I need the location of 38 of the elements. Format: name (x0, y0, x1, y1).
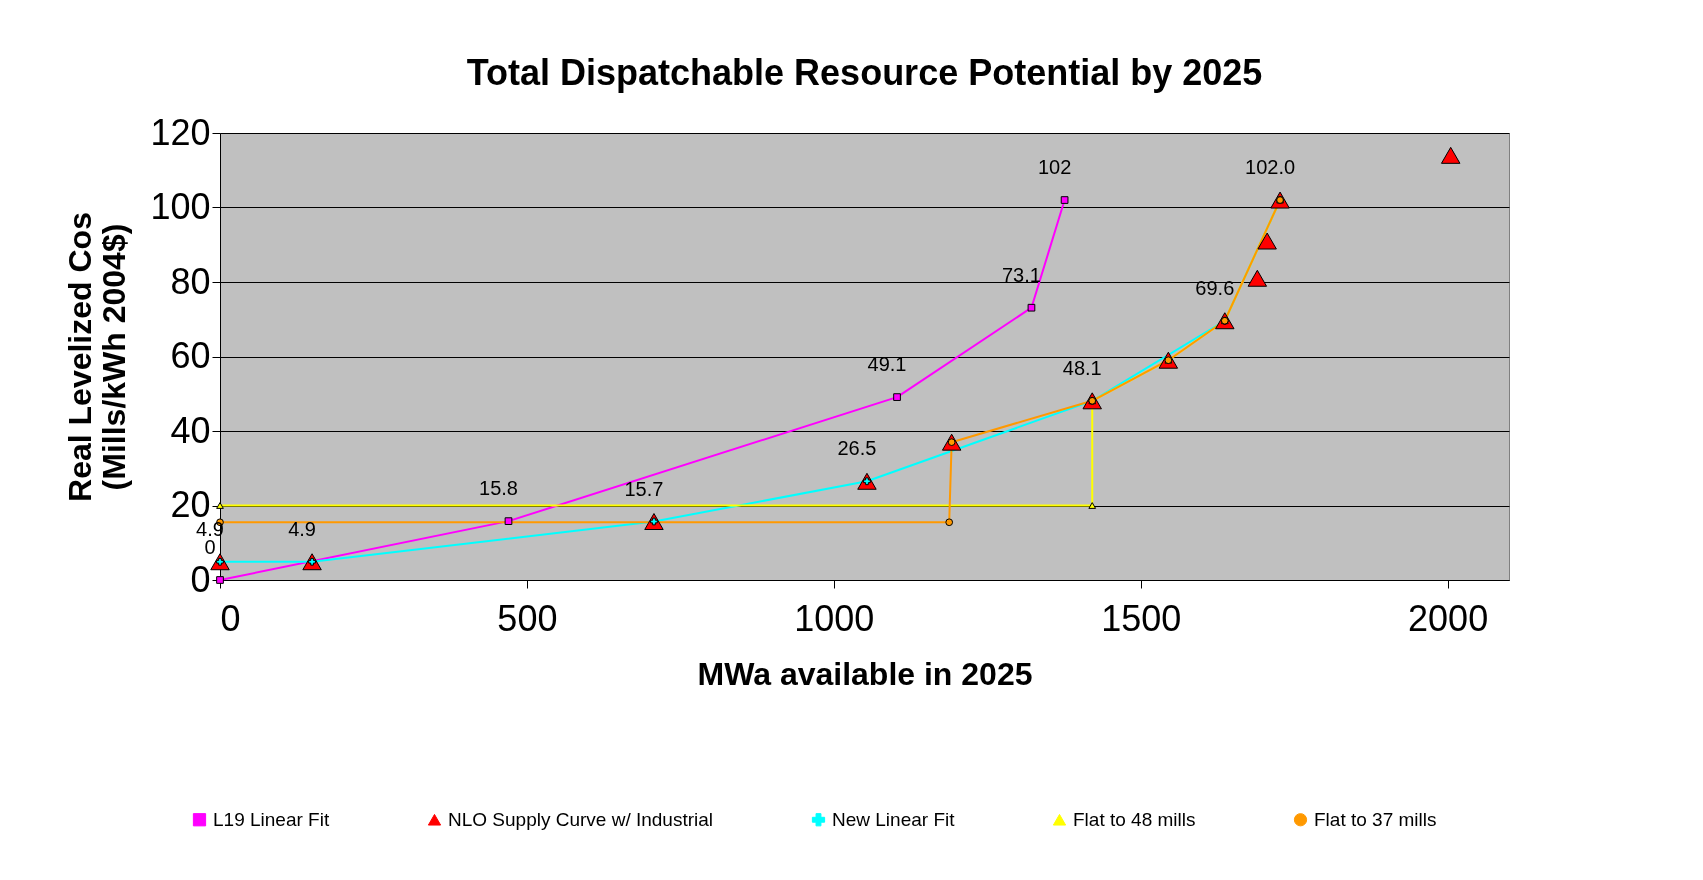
point (1027, 303, 1036, 312)
x-tick-label: 2000 (1408, 597, 1489, 639)
data-label: 48.1 (1062, 356, 1102, 379)
point (1060, 196, 1069, 204)
legend-label: New Linear Fit (832, 808, 956, 830)
point (1440, 146, 1461, 164)
y-tick-label: 60 (170, 335, 211, 376)
point (504, 517, 513, 525)
point (216, 576, 224, 584)
legend-label: NLO Supply Curve w/ Industrial (448, 808, 714, 830)
y-tick-label: 100 (150, 186, 211, 227)
data-label: 102 (1037, 156, 1072, 179)
legend-label: L19 Linear Fit (213, 808, 330, 830)
data-label: 26.5 (837, 437, 877, 460)
point (893, 393, 901, 401)
x-tick-label: 0 (220, 597, 241, 639)
data-label: 4.9 (288, 517, 316, 540)
y-tick-label: 0 (190, 558, 211, 600)
point (945, 518, 954, 527)
x-axis-title: MWa available in 2025 (697, 655, 1033, 692)
data-label: 15.8 (479, 477, 518, 500)
point (216, 502, 224, 509)
x-tick-label: 500 (497, 597, 558, 639)
x-tick-label: 1000 (794, 597, 875, 639)
y-axis-title: Real Levelized Cos (Mills/kWh 2004$) (62, 212, 133, 502)
data-label: 15.7 (624, 477, 664, 500)
x-tick-label: 1500 (1101, 597, 1182, 639)
point (1257, 232, 1277, 250)
legend-label: Flat to 37 mills (1314, 808, 1437, 830)
point (1088, 502, 1097, 509)
y-tick-label: 120 (150, 111, 211, 153)
y-tick-label: 80 (170, 260, 211, 302)
data-label: 73.1 (1001, 263, 1041, 286)
legend-label: Flat to 48 mills (1073, 808, 1196, 830)
chart-title: Total Dispatchable Resource Potential by 2025 (466, 52, 1263, 93)
data-label: 102.0 (1245, 156, 1296, 179)
point (1247, 269, 1268, 287)
y-tick-label: 40 (170, 409, 211, 451)
